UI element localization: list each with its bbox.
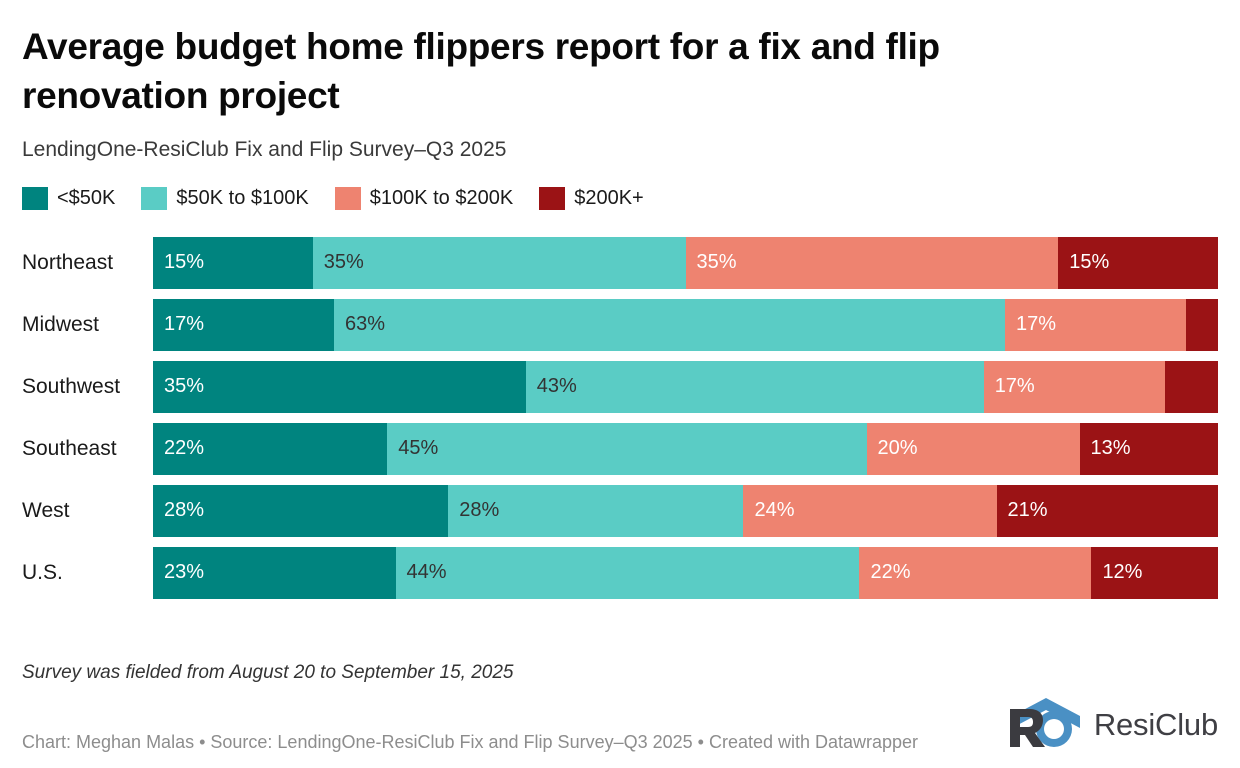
bar-segment-value: 12% [1102, 561, 1143, 584]
bar-segment-value: 21% [1007, 499, 1048, 522]
legend-item-label: $50K to $100K [176, 186, 309, 209]
bar-segment[interactable]: 12% [1091, 546, 1218, 599]
bar-row: Midwest 17% 63% 17% [22, 294, 1218, 356]
bar-segment-value: 35% [164, 375, 205, 398]
bar-segment[interactable]: 28% [153, 484, 449, 537]
bar-row-label: U.S. [22, 560, 63, 584]
legend-item-label: $200K+ [574, 186, 644, 209]
stacked-bar-chart: Northeast 15% 35% 35% 15% Midwest 17% 63% 17% Sou… [22, 232, 1218, 604]
bar-segment-value: 15% [164, 251, 205, 274]
chart-subtitle: LendingOne-ResiClub Fix and Flip Survey–… [22, 138, 507, 162]
bar-segment[interactable]: 45% [387, 422, 867, 475]
legend-item[interactable]: <$50K [22, 186, 116, 210]
bar-segment-value: 22% [870, 561, 911, 584]
bar-segment[interactable]: 17% [1004, 298, 1187, 351]
bar-segment[interactable]: 35% [312, 236, 686, 289]
bar-row: Southwest 35% 43% 17% [22, 356, 1218, 418]
chart-legend: <$50K $50K to $100K $100K to $200K $200K+ [22, 186, 1218, 210]
bar-segment-value: 20% [877, 437, 918, 460]
bar-segment-value: 45% [398, 437, 439, 460]
bar-segment[interactable]: 35% [153, 360, 526, 413]
bar-segment[interactable]: 23% [153, 546, 396, 599]
bar-row-label: Midwest [22, 312, 100, 336]
legend-item[interactable]: $100K to $200K [334, 186, 514, 210]
bar-segment[interactable]: 44% [395, 546, 860, 599]
bar-segment[interactable]: 17% [153, 298, 335, 351]
bar-segment-value: 43% [536, 375, 577, 398]
bar-segment-value: 35% [696, 251, 737, 274]
bar-segment[interactable] [1164, 360, 1218, 413]
bar-segment-value: 13% [1090, 437, 1131, 460]
footer-credit: Chart: Meghan Malas • Source: LendingOne… [22, 731, 919, 752]
bar-segment[interactable]: 15% [153, 236, 313, 289]
bar-track: 35% 43% 17% [153, 360, 1218, 413]
legend-item-label: <$50K [57, 186, 116, 209]
bar-segment-value: 22% [164, 437, 205, 460]
bar-segment-value: 24% [754, 499, 795, 522]
bar-segment-value: 28% [164, 499, 205, 522]
legend-item[interactable]: $50K to $100K [141, 186, 309, 210]
bar-segment[interactable]: 63% [334, 298, 1005, 351]
bar-segment[interactable]: 17% [983, 360, 1165, 413]
bar-row-label: West [22, 498, 70, 522]
resiclub-logo-mark-icon [1002, 697, 1088, 752]
legend-swatch-200k-plus [539, 186, 566, 210]
bar-segment-value: 17% [164, 313, 205, 336]
bar-track: 17% 63% 17% [153, 298, 1218, 351]
bar-track: 22% 45% 20% 13% [153, 422, 1218, 475]
bar-segment-value: 44% [406, 561, 447, 584]
legend-item[interactable]: $200K+ [539, 186, 644, 210]
bar-segment-value: 23% [164, 561, 205, 584]
bar-segment-value: 15% [1069, 251, 1110, 274]
bar-segment[interactable]: 24% [743, 484, 997, 537]
legend-swatch-under-50k [22, 186, 48, 210]
legend-swatch-100k-200k [334, 186, 361, 210]
bar-segment[interactable]: 21% [996, 484, 1218, 537]
bar-segment-value: 28% [459, 499, 500, 522]
bar-segment[interactable]: 28% [448, 484, 744, 537]
bar-segment-value: 35% [323, 251, 364, 274]
footer-bottom-row: Chart: Meghan Malas • Source: LendingOne… [22, 697, 1218, 754]
resiclub-logo: ResiClub [1002, 697, 1218, 754]
bar-row: U.S. 23% 44% 22% 12% [22, 542, 1218, 604]
bar-track: 15% 35% 35% 15% [153, 236, 1218, 289]
bar-row-label: Southwest [22, 374, 121, 398]
bar-row: West 28% 28% 24% 21% [22, 480, 1218, 542]
bar-segment[interactable]: 22% [859, 546, 1092, 599]
legend-swatch-50k-100k [141, 186, 168, 210]
bar-row-label: Northeast [22, 250, 114, 274]
bar-row: Northeast 15% 35% 35% 15% [22, 232, 1218, 294]
resiclub-logo-text: ResiClub [1093, 706, 1218, 742]
bar-segment[interactable]: 22% [153, 422, 388, 475]
legend-item-label: $100K to $200K [369, 186, 514, 209]
bar-track: 23% 44% 22% 12% [153, 546, 1218, 599]
bar-segment-value: 63% [345, 313, 386, 336]
bar-row: Southeast 22% 45% 20% 13% [22, 418, 1218, 480]
bar-segment-value: 17% [1015, 313, 1057, 336]
page-title: Average budget home flippers report for … [22, 26, 940, 117]
bar-segment-value: 17% [994, 375, 1035, 398]
bar-segment[interactable]: 20% [866, 422, 1080, 475]
bar-track: 28% 28% 24% 21% [153, 484, 1218, 537]
bar-row-label: Southeast [22, 436, 117, 460]
bar-segment[interactable] [1186, 298, 1218, 351]
bar-segment[interactable]: 13% [1079, 422, 1218, 475]
chart-footer: Survey was fielded from August 20 to Sep… [22, 662, 1218, 754]
bar-segment[interactable]: 43% [525, 360, 984, 413]
footer-note: Survey was fielded from August 20 to Sep… [22, 662, 514, 683]
bar-segment[interactable]: 35% [685, 236, 1059, 289]
bar-segment[interactable]: 15% [1058, 236, 1218, 289]
